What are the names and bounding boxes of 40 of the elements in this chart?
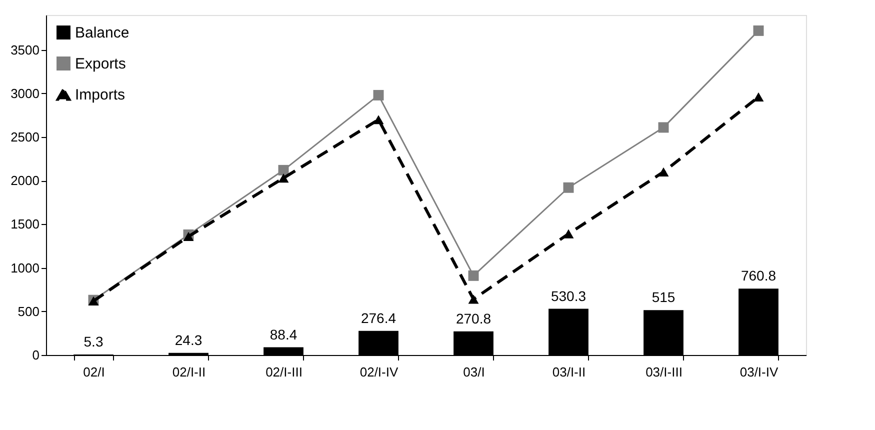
y-tick-label: 2000 [10, 173, 40, 188]
legend-label: Exports [75, 56, 126, 72]
point [468, 270, 479, 281]
point [753, 92, 764, 102]
data-label: 270.8 [456, 310, 492, 326]
y-tick-label: 500 [18, 304, 40, 319]
point [278, 164, 289, 176]
data-label: 5.3 [84, 334, 104, 350]
point [373, 115, 384, 124]
point [373, 90, 384, 100]
y-tick-label: 1000 [10, 260, 40, 276]
x-tick-label: 02/I-IV [360, 364, 398, 380]
x-tick-label: 02/I-III [266, 364, 302, 380]
point [468, 294, 479, 304]
data-label: 530.3 [550, 288, 586, 304]
x-tick-label: 03/I-IV [740, 364, 778, 380]
x-tick-label: 03/I-III [646, 364, 682, 380]
x-tick-label: 03/I [463, 364, 485, 380]
data-label: 515 [652, 289, 676, 306]
legend-label: Imports [75, 86, 126, 104]
y-tick-label: 3500 [10, 42, 40, 58]
data-label: 24.3 [174, 332, 202, 348]
data-label: 88.4 [270, 326, 298, 342]
point [563, 229, 574, 238]
legend-label: Balance [75, 24, 130, 42]
point [183, 232, 194, 241]
point [563, 182, 574, 193]
x-tick-label: 02/I-II [172, 364, 206, 380]
point [278, 173, 289, 183]
y-tick-label: 0 [32, 348, 40, 362]
x-tick-label: 03/I-II [552, 364, 586, 380]
x-tick-label: 02/I [83, 364, 105, 380]
point [753, 25, 764, 36]
point [658, 122, 669, 133]
y-tick-label: 2500 [10, 130, 40, 145]
y-tick-label: 1500 [10, 216, 40, 232]
point [658, 167, 669, 176]
data-label: 760.8 [740, 268, 776, 284]
y-tick-label: 3000 [10, 86, 40, 101]
data-label: 276.4 [360, 310, 396, 326]
